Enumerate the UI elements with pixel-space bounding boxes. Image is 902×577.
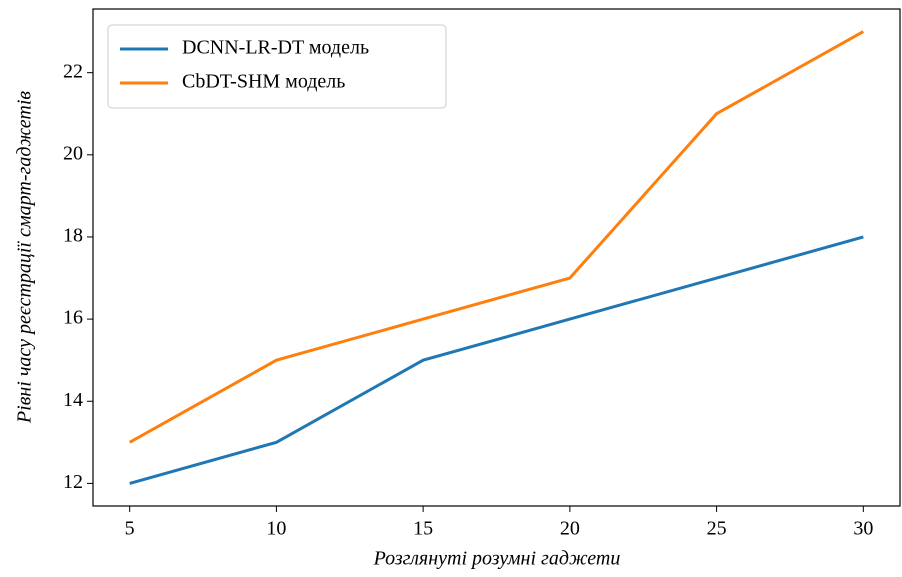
x-tick-label: 30 bbox=[853, 518, 873, 540]
legend-box bbox=[107, 24, 447, 109]
series-line bbox=[129, 235, 864, 485]
x-axis-label: Розглянуті розумні гаджети bbox=[373, 548, 621, 570]
x-tick-label: 10 bbox=[266, 518, 286, 540]
x-tick-label: 25 bbox=[707, 518, 727, 540]
y-tick-label: 22 bbox=[63, 60, 83, 82]
y-axis-label: Рівні часу реєстрації смарт-гаджетів bbox=[14, 91, 36, 424]
plot-frame bbox=[92, 8, 901, 507]
x-tick-label: 20 bbox=[560, 518, 580, 540]
x-tick-label: 15 bbox=[413, 518, 433, 540]
y-tick-label: 12 bbox=[63, 471, 83, 493]
legend-label: CbDT-SHM модель bbox=[182, 71, 345, 93]
legend-label: DCNN-LR-DT модель bbox=[182, 37, 369, 59]
series-line bbox=[128, 30, 865, 444]
y-tick-label: 14 bbox=[63, 389, 83, 411]
x-tick-label: 5 bbox=[125, 518, 135, 540]
y-tick-label: 20 bbox=[63, 142, 83, 164]
y-tick-label: 18 bbox=[63, 225, 83, 247]
y-tick-label: 16 bbox=[63, 307, 83, 329]
